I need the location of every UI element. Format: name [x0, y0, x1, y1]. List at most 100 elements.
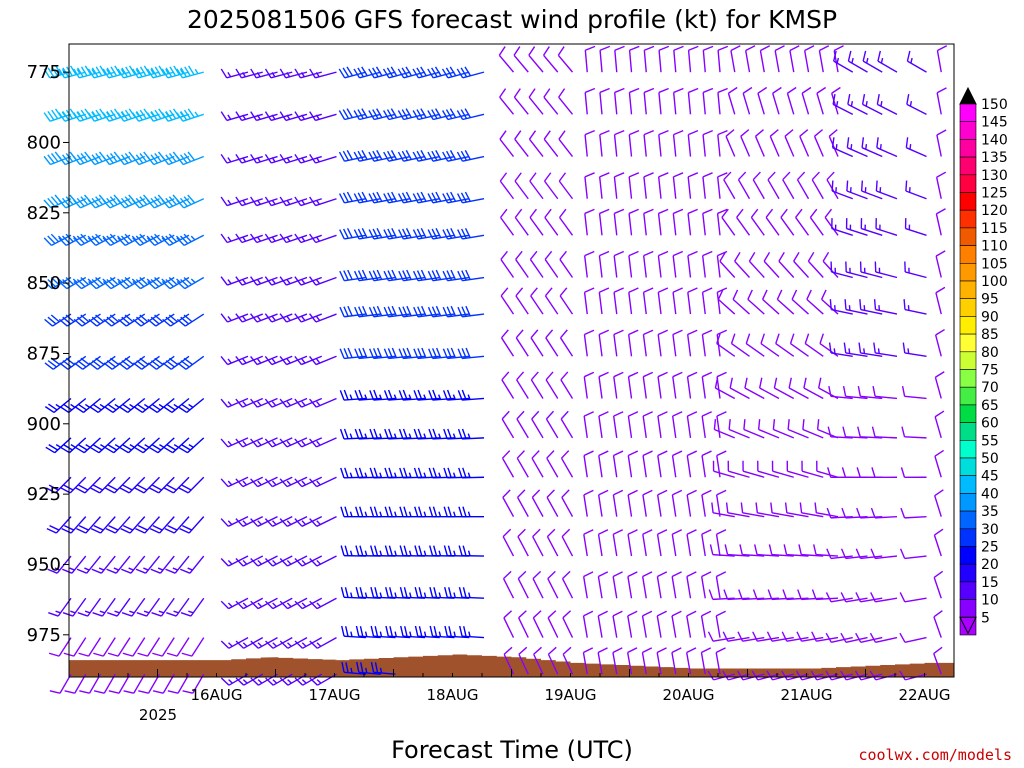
wind-barb [827, 426, 853, 439]
wind-barb [87, 65, 116, 79]
wind-barb [355, 625, 381, 639]
speed-color-legend: 1501451401351301251201151101051009590858… [959, 86, 1008, 636]
wind-barb [715, 489, 727, 517]
wind-barb [717, 130, 728, 157]
wind-barb [643, 172, 654, 199]
wind-barb [872, 385, 898, 400]
wind-barb [722, 631, 750, 642]
wind-barb [516, 410, 529, 439]
wind-barb [935, 286, 946, 315]
wind-barb [832, 93, 854, 115]
wind-barb [642, 287, 654, 315]
legend-swatch [959, 103, 977, 123]
wind-barb [560, 371, 574, 399]
wind-barb [855, 548, 883, 560]
y-tick-label: 800 [27, 132, 61, 153]
wind-barb [264, 313, 293, 323]
wind-barb [583, 250, 595, 278]
legend-label: 70 [981, 380, 999, 396]
wind-barb [88, 313, 116, 327]
wind-barb [458, 506, 485, 518]
wind-barb [780, 208, 795, 236]
wind-barb [368, 150, 396, 162]
wind-barb [730, 45, 741, 73]
legend-label: 40 [981, 486, 999, 502]
wind-barb [75, 476, 101, 494]
wind-barb [76, 555, 102, 574]
wind-barb [860, 218, 883, 236]
wind-barb [103, 397, 131, 414]
wind-barb [858, 342, 883, 357]
wind-barb [399, 467, 426, 479]
wind-barb [700, 647, 712, 675]
wind-barb [353, 66, 381, 79]
wind-barb [546, 489, 559, 517]
legend-swatch [959, 227, 977, 246]
wind-barb [613, 130, 625, 157]
wind-barb [117, 233, 146, 246]
wind-barb [220, 233, 249, 244]
wind-barb [737, 171, 751, 200]
wind-barb [727, 460, 750, 478]
wind-barb [91, 555, 116, 574]
legend-swatch [959, 457, 977, 477]
wind-barb [543, 130, 559, 157]
wind-barb [309, 276, 337, 286]
legend-label: 30 [981, 522, 999, 538]
wind-barb [671, 610, 682, 638]
wind-barb [755, 502, 780, 518]
wind-barb [353, 150, 381, 162]
wind-barb [547, 646, 559, 675]
wind-barb [546, 450, 559, 478]
wind-barb [561, 528, 574, 557]
wind-barb [899, 548, 927, 560]
wind-barb [612, 489, 624, 517]
wind-barb [873, 342, 898, 357]
wind-barb [547, 610, 559, 638]
wind-barb [584, 45, 596, 73]
wind-barb [458, 586, 485, 599]
wind-barb [626, 647, 638, 675]
legend-swatch [959, 581, 977, 600]
wind-barb [642, 371, 654, 399]
wind-barb [671, 529, 683, 557]
wind-barb [500, 287, 515, 315]
wind-barb [873, 299, 898, 315]
wind-barb [612, 411, 624, 438]
wind-barb [383, 150, 411, 162]
legend-label: 115 [981, 221, 1008, 237]
wind-barb [382, 108, 411, 121]
wind-barb [513, 46, 529, 73]
wind-barb [529, 172, 544, 200]
wind-barb [583, 371, 595, 399]
wind-barb [279, 355, 308, 366]
wind-barb [793, 251, 810, 278]
wind-barb [702, 172, 713, 199]
y-tick-label: 950 [27, 554, 61, 575]
wind-barb [264, 276, 293, 286]
wind-barb [846, 137, 868, 158]
wind-barb [135, 516, 161, 534]
y-axis: 775 800 825 850 875 900 925 950 975 [27, 62, 69, 646]
x-tick-label: 18AUG [427, 686, 479, 704]
wind-barb [515, 329, 529, 357]
wind-barb [796, 171, 810, 200]
wind-barb [118, 355, 146, 370]
wind-barb [672, 250, 684, 278]
wind-barb [934, 371, 945, 399]
wind-barb [502, 528, 515, 557]
wind-barb [934, 410, 945, 439]
x-axis-sub-label: 2025 [139, 706, 177, 724]
wind-barb [701, 529, 712, 557]
wind-barb [598, 450, 609, 478]
wind-barb [133, 437, 160, 454]
wind-barb [457, 269, 485, 282]
wind-barb [457, 389, 485, 401]
wind-barb [687, 87, 699, 115]
wind-barb [250, 355, 278, 366]
wind-barb [89, 437, 116, 454]
wind-barb [529, 250, 544, 278]
wind-barb [795, 208, 810, 236]
wind-barb [309, 153, 337, 164]
wind-barb [715, 610, 726, 638]
